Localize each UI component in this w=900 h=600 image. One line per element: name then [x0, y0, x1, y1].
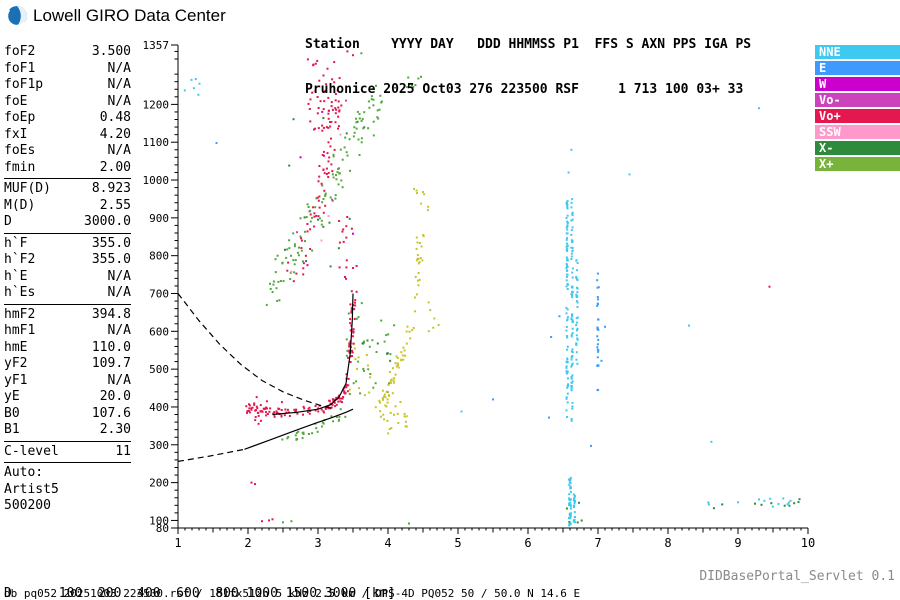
svg-text:400: 400	[149, 401, 169, 414]
series-X-	[284, 117, 801, 524]
svg-text:1: 1	[174, 536, 181, 550]
svg-text:3: 3	[314, 536, 321, 550]
param-hmE: hmE 110.0	[4, 339, 131, 355]
param-B1: B1 2.30	[4, 422, 131, 437]
extrapolated-profile-bottom	[177, 448, 245, 462]
svg-text:1000: 1000	[143, 174, 170, 187]
param-divider	[4, 232, 131, 234]
station-header-columns: Station YYYY DAY DDD HHMMSS P1 FFS S AXN…	[305, 37, 752, 52]
status-line: db pq052 20251003 223500.rsf / 181fx512h…	[4, 587, 581, 600]
param-h`E: h`E N/A	[4, 268, 131, 284]
param-divider	[4, 303, 131, 305]
svg-text:600: 600	[149, 325, 169, 338]
x-axis-labels: 1 2 3 4 5 6 7 8 9 10	[174, 536, 815, 550]
brand-title: Lowell GIRO Data Center	[33, 6, 226, 25]
series-Vo-	[296, 99, 347, 234]
dmuf-table: D 100 200 400 600 800 1000 1500 3000 [km…	[4, 556, 403, 600]
svg-text:300: 300	[149, 439, 169, 452]
legend-item-W: W	[815, 77, 900, 91]
param-yF1: yF1 N/A	[4, 372, 131, 388]
svg-text:5: 5	[454, 536, 461, 550]
extrapolated-profile-top	[177, 293, 333, 410]
param-hmF2: hmF2 394.8	[4, 306, 131, 322]
svg-text:700: 700	[149, 287, 169, 300]
svg-text:6: 6	[524, 536, 531, 550]
autoscaler-line: Auto:	[4, 465, 44, 480]
series-E	[215, 142, 606, 447]
legend-item-Vo-: Vo-	[815, 93, 900, 107]
param-fxI: fxI 4.20	[4, 126, 131, 142]
param-hmF1: hmF1 N/A	[4, 323, 131, 338]
series-unlabeled-yellow	[348, 187, 440, 435]
svg-text:1100: 1100	[143, 136, 170, 149]
svg-text:800: 800	[149, 250, 169, 263]
legend-item-SSW: SSW	[815, 125, 900, 139]
station-header-values: Pruhonice 2025 Oct03 276 223500 RSF 1 71…	[305, 82, 744, 97]
legend-item-NNE: NNE	[815, 45, 900, 59]
servlet-version: DIDBasePortal_Servlet 0.1	[699, 569, 895, 584]
svg-text:900: 900	[149, 212, 169, 225]
fitted-o-trace	[272, 293, 354, 416]
param-divider	[4, 178, 131, 179]
legend-item-Vo+: Vo+	[815, 109, 900, 123]
svg-text:9: 9	[734, 536, 741, 550]
d-row: D 100 200 400 600 800 1000 1500 3000 [km…	[4, 586, 396, 600]
parameter-panel: foF2 3.500 foF1 N/A foF1p N/A foE N/A foEp 0.48 fx…	[4, 44, 131, 515]
series-SSW	[290, 90, 342, 273]
param-divider	[4, 440, 131, 442]
param-fmin: fmin 2.00	[4, 159, 131, 175]
svg-text:1200: 1200	[143, 98, 170, 111]
param-foE: foE N/A	[4, 93, 131, 109]
param-foEp: foEp 0.48	[4, 110, 131, 125]
series-W	[299, 110, 354, 267]
param-foEs: foEs N/A	[4, 143, 131, 158]
svg-text:1357: 1357	[143, 39, 170, 52]
series-NNE	[183, 78, 792, 527]
param-h`F2: h`F2 355.0	[4, 252, 131, 267]
param-yF2: yF2 109.7	[4, 356, 131, 371]
series-Vo+	[245, 50, 771, 523]
param-foF1: foF1 N/A	[4, 60, 131, 76]
svg-text:7: 7	[594, 536, 601, 550]
legend-item-X-: X-	[815, 141, 900, 155]
param-C-level: C-level 11	[4, 443, 131, 459]
svg-text:10: 10	[801, 536, 815, 550]
svg-text:100: 100	[149, 514, 169, 527]
series-X+	[265, 52, 427, 525]
legend-item-X+: X+	[815, 157, 900, 171]
svg-text:8: 8	[664, 536, 671, 550]
svg-text:2: 2	[244, 536, 251, 550]
svg-text:200: 200	[149, 477, 169, 490]
axes	[171, 44, 809, 534]
brand: Lowell GIRO Data Center	[6, 5, 226, 27]
param-yE: yE 20.0	[4, 389, 131, 404]
param-h`Es: h`Es N/A	[4, 285, 131, 300]
param-foF2: foF2 3.500	[4, 44, 131, 59]
param-B0: B0 107.6	[4, 405, 131, 421]
station-header: Station YYYY DAY DDD HHMMSS P1 FFS S AXN…	[305, 7, 751, 112]
echo-legend: NNE E W Vo- Vo+ SSW X- X+	[815, 45, 900, 173]
autoscaler-line: Artist5	[4, 481, 59, 497]
svg-text:500: 500	[149, 363, 169, 376]
giro-logo-icon	[6, 6, 27, 27]
true-height-profile	[244, 408, 354, 450]
param-M(D): M(D) 2.55	[4, 197, 131, 213]
param-MUF(D): MUF(D) 8.923	[4, 181, 131, 196]
param-divider	[4, 462, 131, 463]
param-foF1p: foF1p N/A	[4, 77, 131, 92]
legend-item-E: E	[815, 61, 900, 75]
autoscaler-line: 500200	[4, 498, 51, 513]
param-D: D 3000.0	[4, 214, 131, 229]
svg-text:4: 4	[384, 536, 391, 550]
svg-text:80: 80	[156, 522, 169, 535]
param-h`F: h`F 355.0	[4, 235, 131, 251]
